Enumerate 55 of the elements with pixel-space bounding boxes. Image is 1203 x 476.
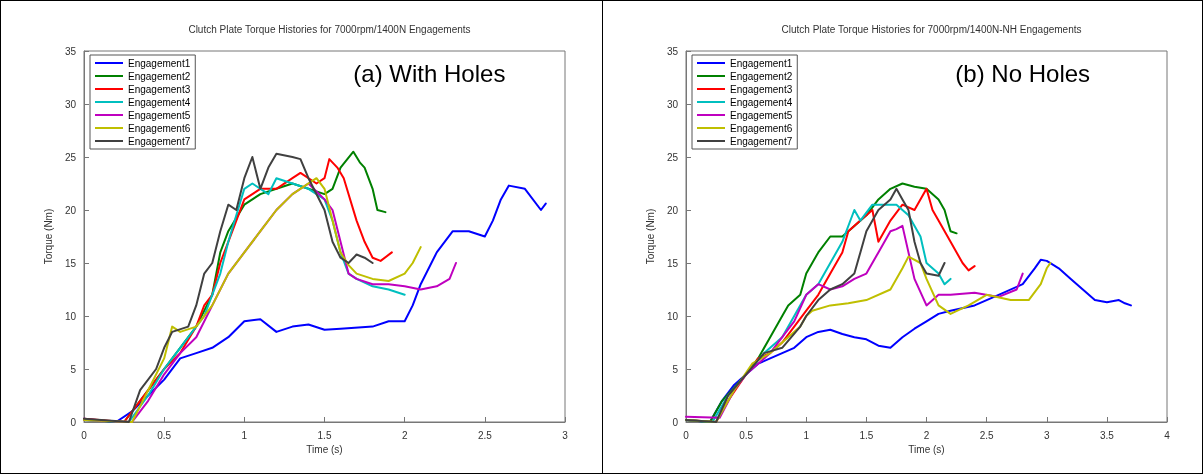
chart-title: Clutch Plate Torque Histories for 7000rpm/1400N Engagements — [188, 23, 471, 35]
y-tick-label: 15 — [64, 257, 77, 269]
annotation: (b) No Holes — [954, 59, 1090, 87]
legend-label: Engagement6 — [128, 122, 191, 134]
y-tick-label: 35 — [666, 45, 678, 57]
legend-label: Engagement7 — [729, 135, 793, 147]
legend-label: Engagement3 — [128, 83, 191, 95]
chart-title: Clutch Plate Torque Histories for 7000rpm/1400N-NH Engagements — [781, 23, 1081, 35]
y-tick-label: 25 — [64, 151, 77, 163]
x-tick-label: 0.5 — [157, 429, 172, 441]
x-tick-label: 4 — [1163, 429, 1170, 441]
x-axis-title: Time (s) — [306, 444, 343, 456]
y-tick-label: 5 — [671, 363, 678, 375]
x-tick-label: 1 — [241, 429, 248, 441]
y-tick-label: 20 — [666, 204, 678, 216]
y-axis-title: Torque (Nm) — [644, 208, 656, 265]
x-tick-label: 1.5 — [317, 429, 332, 441]
x-tick-label: 3 — [1043, 429, 1050, 441]
x-tick-label: 2.5 — [477, 429, 493, 441]
x-tick-label: 0 — [81, 429, 88, 441]
x-tick-label: 0.5 — [738, 429, 754, 441]
x-tick-label: 0 — [682, 429, 689, 441]
legend-label: Engagement3 — [729, 83, 793, 95]
x-tick-label: 3 — [562, 429, 569, 441]
x-tick-label: 2 — [401, 429, 408, 441]
legend-label: Engagement6 — [729, 122, 793, 134]
annotation: (a) With Holes — [353, 59, 506, 87]
y-tick-label: 30 — [64, 98, 77, 110]
legend-label: Engagement1 — [128, 57, 191, 69]
y-tick-label: 20 — [64, 204, 77, 216]
legend-label: Engagement7 — [128, 135, 191, 147]
legend-label: Engagement1 — [729, 57, 793, 69]
y-tick-label: 10 — [666, 310, 678, 322]
x-tick-label: 1.5 — [858, 429, 874, 441]
x-tick-label: 2 — [923, 429, 930, 441]
x-axis-title: Time (s) — [907, 444, 945, 456]
y-tick-label: 35 — [64, 45, 77, 57]
y-tick-label: 25 — [666, 151, 678, 163]
line-series — [684, 224, 1024, 419]
x-tick-label: 2.5 — [979, 429, 994, 441]
y-axis-title: Torque (Nm) — [43, 208, 55, 265]
y-tick-label: 5 — [70, 363, 77, 375]
y-tick-label: 0 — [70, 416, 77, 428]
legend-label: Engagement4 — [729, 96, 793, 108]
legend-label: Engagement2 — [729, 70, 793, 82]
legend-label: Engagement4 — [128, 96, 191, 108]
y-tick-label: 15 — [666, 257, 678, 269]
x-tick-label: 1 — [802, 429, 809, 441]
legend-label: Engagement5 — [729, 109, 793, 121]
legend-label: Engagement5 — [128, 109, 191, 121]
y-tick-label: 30 — [666, 98, 678, 110]
y-tick-label: 0 — [671, 416, 678, 428]
y-tick-label: 10 — [64, 310, 77, 322]
x-tick-label: 3.5 — [1099, 429, 1114, 441]
legend-label: Engagement2 — [128, 70, 191, 82]
